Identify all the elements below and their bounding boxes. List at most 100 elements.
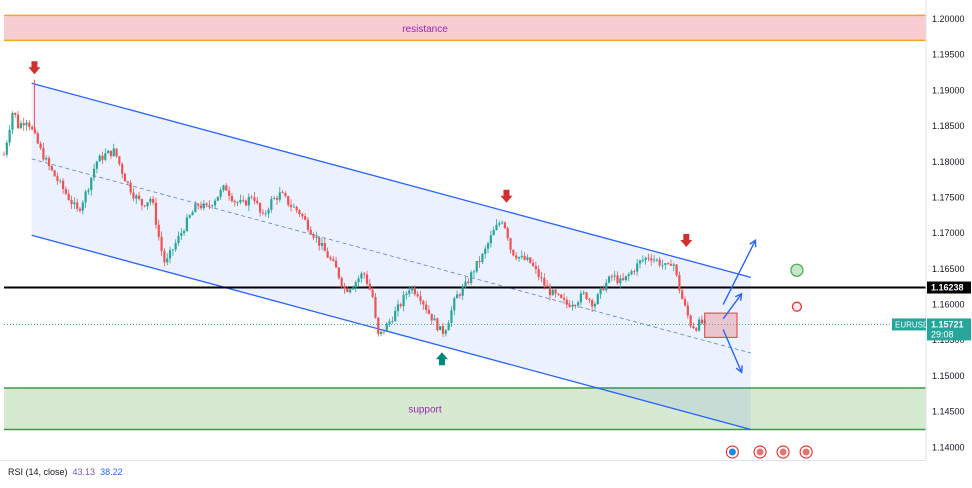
candle-body xyxy=(697,319,701,331)
candle-body xyxy=(84,191,87,203)
candle-body xyxy=(228,190,231,196)
rsi-legend[interactable]: RSI (14, close) 43.13 38.22 xyxy=(0,460,926,482)
candle-body xyxy=(287,196,290,205)
y-tick-label: 1.16000 xyxy=(932,300,965,310)
candle-body xyxy=(236,202,239,204)
candle-body xyxy=(548,287,552,296)
candle-body xyxy=(270,199,273,210)
candle-body xyxy=(551,289,554,296)
candle-body xyxy=(678,275,681,291)
candle-body xyxy=(661,264,664,266)
candle-body xyxy=(357,278,360,283)
forecast-arrow-line xyxy=(722,293,743,320)
candle-body xyxy=(371,289,374,298)
candle-body xyxy=(512,249,515,256)
candle-body xyxy=(253,197,256,201)
candle-body xyxy=(306,219,310,230)
candle-body xyxy=(16,114,20,129)
candle-body xyxy=(484,248,487,254)
event-flag-dot xyxy=(728,448,736,456)
signal-arrow-down xyxy=(680,233,693,247)
candle-body xyxy=(495,224,498,230)
candle-body xyxy=(672,264,675,266)
candle-body xyxy=(109,150,113,157)
last-price-label: 1.15721 xyxy=(931,319,964,329)
candle-body xyxy=(374,297,377,318)
candle-body xyxy=(163,251,166,263)
signal-arrow-down xyxy=(500,189,513,203)
candle-body xyxy=(399,304,402,307)
candle-body xyxy=(498,223,501,225)
y-tick-label: 1.15000 xyxy=(932,371,965,381)
candle-body xyxy=(425,304,428,311)
candle-body xyxy=(692,326,695,329)
candle-body xyxy=(588,298,591,300)
candle-body xyxy=(213,200,217,206)
candle-body xyxy=(273,197,276,200)
zone-support xyxy=(4,388,926,430)
candle-body xyxy=(304,216,307,220)
candle-body xyxy=(349,289,352,293)
event-flag-dot xyxy=(756,448,764,456)
candle-body xyxy=(56,176,59,182)
candle-body xyxy=(281,192,284,194)
signal-marker xyxy=(790,263,804,277)
zones-layer: resistance support xyxy=(4,14,926,431)
candle-body xyxy=(174,243,177,250)
candle-body xyxy=(346,288,349,293)
candle-body xyxy=(247,196,250,206)
forecast-box xyxy=(704,312,738,338)
candle-body xyxy=(593,304,597,307)
candle-body xyxy=(14,112,17,115)
channel-layer xyxy=(4,82,926,431)
candle-body xyxy=(478,261,481,263)
candle-body xyxy=(298,210,301,215)
forecast-arrow-line xyxy=(722,239,757,305)
candle-body xyxy=(53,170,56,177)
candle-body xyxy=(219,190,222,197)
candle-body xyxy=(571,305,574,307)
candle-body xyxy=(568,304,571,307)
price-axis[interactable]: 1.20000 1.19500 1.19000 1.18500 1.18000 1.175… xyxy=(892,0,971,460)
y-tick-label: 1.19000 xyxy=(932,85,965,95)
candle-body xyxy=(667,263,670,265)
candle-body xyxy=(337,267,340,278)
candle-body xyxy=(610,276,613,278)
symbol-badge xyxy=(892,318,926,331)
candle-body xyxy=(562,297,566,300)
candle-body xyxy=(650,258,653,261)
candle-body xyxy=(118,156,121,164)
candle-body xyxy=(320,243,324,246)
candle-body xyxy=(278,192,281,200)
candle-body xyxy=(591,299,594,307)
candle-body xyxy=(36,133,39,144)
forecast-arrow-line xyxy=(722,329,743,373)
candle-body xyxy=(135,195,138,199)
candle-body xyxy=(461,287,464,296)
candle-body xyxy=(121,163,124,174)
candle-body xyxy=(664,263,667,265)
candle-body xyxy=(295,206,298,211)
candle-body xyxy=(455,294,459,299)
candle-body xyxy=(410,287,414,291)
candle-body xyxy=(458,294,461,296)
candle-body xyxy=(152,198,155,203)
candle-body xyxy=(433,318,436,321)
candle-body xyxy=(315,237,318,238)
candle-body xyxy=(616,275,619,284)
candle-body xyxy=(402,294,405,307)
candle-body xyxy=(334,260,338,268)
candle-body xyxy=(546,285,549,288)
candle-body xyxy=(560,294,563,298)
candle-body xyxy=(596,294,599,305)
event-flag-dot xyxy=(802,448,810,456)
candle-body xyxy=(256,200,259,204)
signal-arrow-up xyxy=(435,352,448,366)
candle-body xyxy=(360,273,363,279)
candle-body xyxy=(602,287,605,291)
candle-body xyxy=(87,190,90,192)
candle-body xyxy=(565,299,568,305)
candle-body xyxy=(250,196,253,198)
forecast-arrow-head xyxy=(735,365,743,374)
